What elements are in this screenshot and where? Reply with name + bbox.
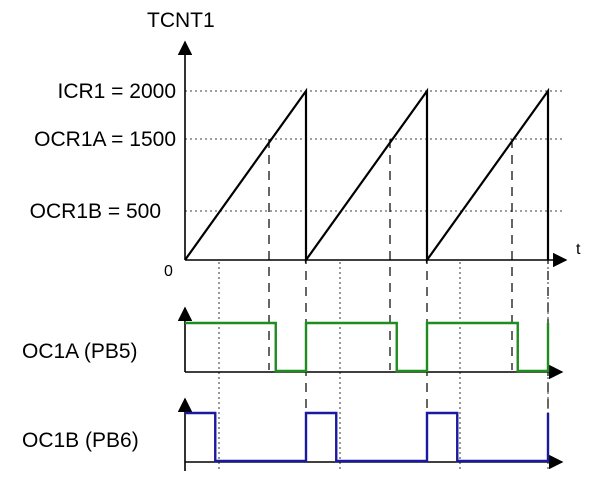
tcnt1-sawtooth (184, 87, 550, 264)
event-lines (268, 95, 549, 462)
level-label-icr1: ICR1 = 2000 (58, 80, 177, 103)
counter-title: TCNT1 (147, 9, 215, 32)
oc1a-waveform (185, 321, 550, 373)
oc1b-waveform (185, 411, 550, 463)
time-axis-label: t (576, 241, 581, 258)
vertical-grid (218, 262, 549, 470)
level-label-ocr1b: OCR1B = 500 (30, 200, 161, 223)
signal-label-oc1b: OC1B (PB6) (22, 429, 139, 452)
origin-label: 0 (164, 263, 173, 280)
level-label-ocr1a: OCR1A = 1500 (34, 128, 176, 151)
level-lines (185, 90, 565, 212)
signal-label-oc1a: OC1A (PB5) (22, 340, 138, 363)
